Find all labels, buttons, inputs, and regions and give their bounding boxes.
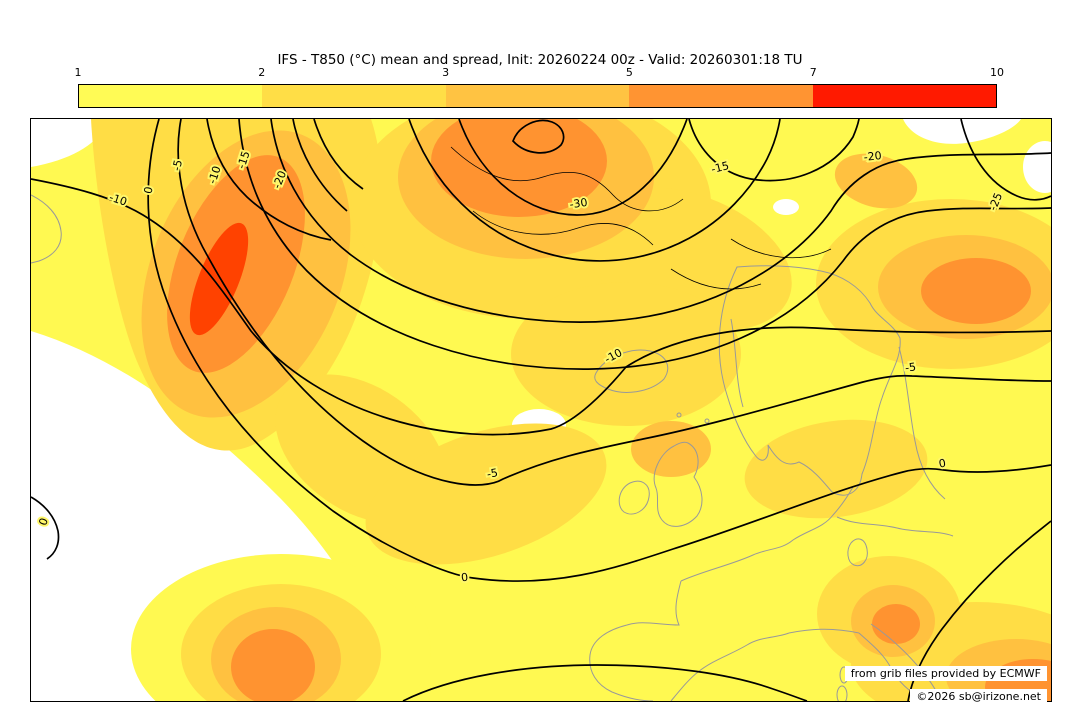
coast-europe-north xyxy=(680,486,854,582)
contour-minus10-fan xyxy=(206,119,332,241)
coast-spain-med xyxy=(670,632,790,701)
colorbar-segment-4 xyxy=(629,85,813,107)
spread-shading-layer xyxy=(31,119,1051,701)
contour-label: 0 xyxy=(460,571,468,585)
spread-l2-rightmid xyxy=(744,419,928,519)
contour-minus5 xyxy=(177,119,1051,486)
coast-greenland xyxy=(31,194,62,264)
coastline-layer xyxy=(31,194,954,701)
colorbar-tick: 1 xyxy=(74,66,82,79)
colorbar-segment-2 xyxy=(262,85,446,107)
colorbar-tick: 7 xyxy=(809,66,817,79)
contour-minus15-short xyxy=(688,119,860,182)
colorbar-tick: 3 xyxy=(442,66,450,79)
credit-copyright: ©2026 sb@irizone.net xyxy=(910,689,1047,704)
colorbar-tick-labels: 1 2 3 5 7 10 xyxy=(74,66,1005,80)
contour-minus25-right xyxy=(960,119,1051,201)
colorbar-segment-3 xyxy=(445,85,630,107)
spread-colorbar xyxy=(78,84,997,108)
contour-fan-inner-2 xyxy=(313,119,364,190)
spread-l4-topcenter xyxy=(431,119,607,217)
spread-l4-bottomblob xyxy=(231,629,315,701)
contour-label: -5 xyxy=(486,466,499,481)
contour-zero xyxy=(147,119,1051,582)
coast-adriatic xyxy=(870,623,938,694)
contour-detail-1 xyxy=(450,146,684,212)
contour-detail-3 xyxy=(730,238,832,259)
contour-detail-layer xyxy=(450,146,832,290)
coast-denmark xyxy=(847,538,868,567)
coast-sardinia xyxy=(836,685,848,701)
contour-label: -5 xyxy=(904,360,917,374)
spread-l2-centerlow xyxy=(365,423,607,565)
spread-white-topleft xyxy=(31,119,109,167)
coast-great-britain xyxy=(653,441,703,527)
spread-white-norway xyxy=(773,199,799,215)
contour-minus30 xyxy=(458,119,688,216)
colorbar-segment-1 xyxy=(79,85,263,107)
contour-detail-2 xyxy=(472,210,654,246)
contour-minus20 xyxy=(270,119,1051,323)
coast-iceland xyxy=(594,349,669,393)
contour-cold-core-loop xyxy=(512,119,565,154)
spread-l3-norwaycoast xyxy=(834,153,918,209)
contour-plus5-bottom xyxy=(402,664,808,701)
map-canvas: -10 0 -5 -10 -15 -20 -30 -15 -20 -25 -10… xyxy=(30,118,1052,702)
contour-label: -30 xyxy=(569,196,589,211)
contour-minus10 xyxy=(31,178,1051,436)
contour-label: -20 xyxy=(863,149,882,164)
spread-l4-rightupper xyxy=(921,258,1031,324)
spread-l3-centersmall xyxy=(631,421,711,477)
coast-riviera xyxy=(788,628,860,634)
contour-detail-4 xyxy=(670,268,762,290)
coast-baltic-south xyxy=(836,516,954,537)
page-title: IFS - T850 (°C) mean and spread, Init: 2… xyxy=(277,52,803,68)
colorbar-tick: 10 xyxy=(990,66,1004,79)
credit-ecmwf: from grib files provided by ECMWF xyxy=(844,666,1047,681)
contour-fan-inner-1 xyxy=(292,119,348,212)
contour-label: -5 xyxy=(170,159,185,172)
spread-l4-denmarkcore xyxy=(872,604,920,644)
contour-minus15 xyxy=(238,119,1051,370)
coast-shetland xyxy=(704,418,710,424)
colorbar-tick: 5 xyxy=(625,66,633,79)
contour-zero-left xyxy=(31,496,60,560)
coast-biscay-iberia xyxy=(589,580,682,701)
colorbar-segment-5 xyxy=(812,85,997,107)
colorbar-tick: 2 xyxy=(258,66,266,79)
coast-norway-fjords xyxy=(730,318,744,408)
coast-baltic-finland xyxy=(898,346,946,500)
spread-l5-core xyxy=(189,222,249,336)
spread-white-topright xyxy=(903,119,1021,144)
contour-layer xyxy=(31,119,1051,701)
coast-ireland xyxy=(618,480,650,515)
contour-minus25 xyxy=(408,119,781,262)
coast-faroe xyxy=(676,412,682,418)
spread-l2-center xyxy=(511,282,741,426)
coast-scandinavia xyxy=(718,265,901,496)
